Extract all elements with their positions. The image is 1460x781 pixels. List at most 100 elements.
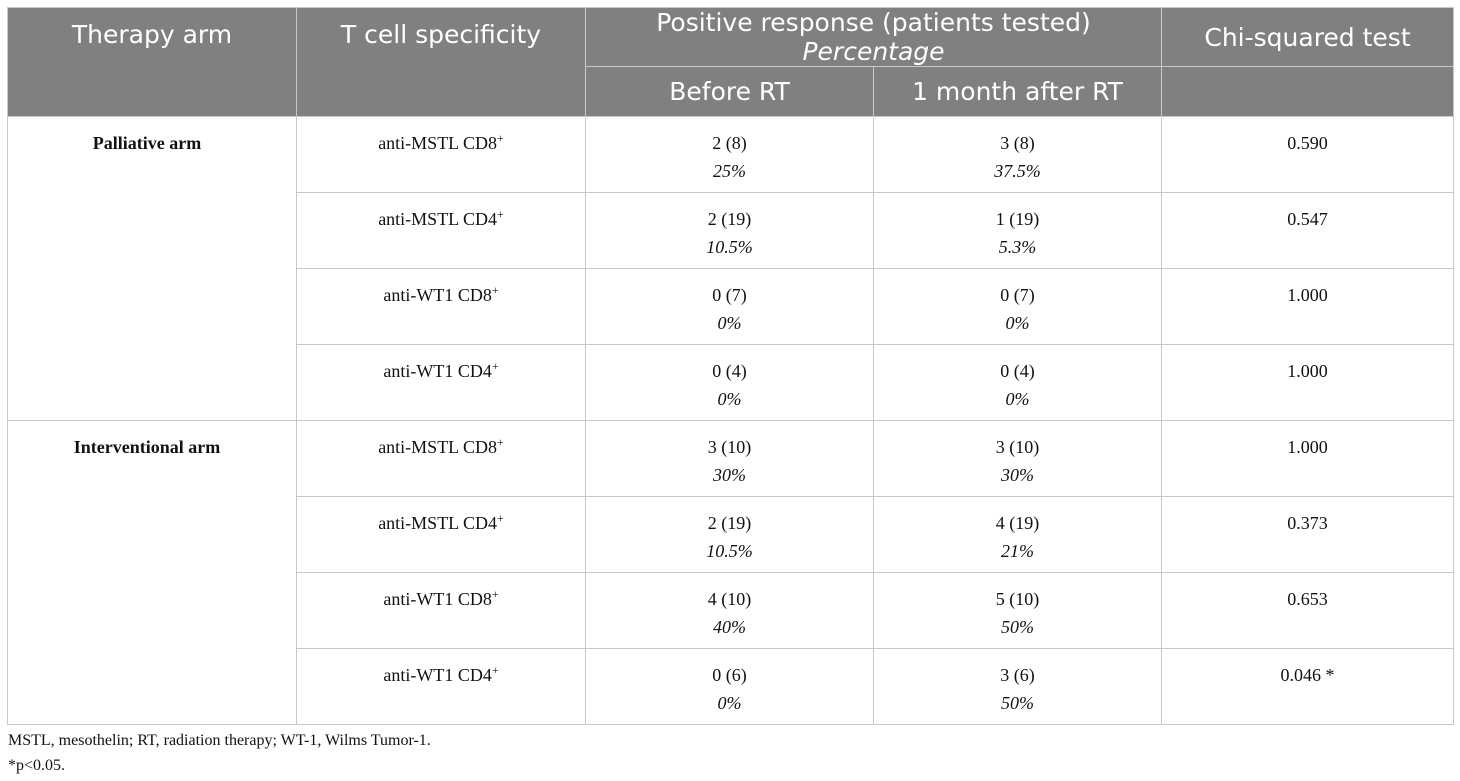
results-table: Therapy arm T cell specificity Positive …	[7, 7, 1455, 725]
specificity-label: anti-WT1 CD8	[383, 285, 492, 305]
specificity-sup: +	[491, 283, 499, 297]
before-rt-cell: 2 (19) 10.5%	[585, 192, 874, 269]
after-count: 3 (8)	[1000, 133, 1035, 153]
before-percentage: 0%	[717, 693, 742, 713]
before-percentage: 30%	[713, 465, 746, 485]
therapy-arm-label: Palliative arm	[92, 133, 202, 153]
table-body: Palliative arm anti-MSTL CD8+ 2 (8) 25% 3 (8…	[7, 116, 1455, 725]
after-percentage: 0%	[1005, 389, 1030, 409]
table-row: Palliative arm anti-MSTL CD8+ 2 (8) 25% 3 (8…	[7, 116, 1455, 421]
chi-squared-value: 1.000	[1287, 437, 1328, 457]
header-therapy-arm: Therapy arm	[7, 7, 297, 117]
specificity-label: anti-WT1 CD8	[383, 589, 492, 609]
chi-squared-value: 0.547	[1287, 209, 1328, 229]
after-percentage: 30%	[1001, 465, 1034, 485]
specificity-sup: +	[497, 207, 504, 221]
therapy-arm-cell: Palliative arm	[7, 116, 297, 421]
chi-squared-cell: 1.000	[1161, 420, 1455, 497]
after-count: 0 (7)	[1000, 285, 1035, 305]
before-percentage: 40%	[713, 617, 746, 637]
table-footnotes: MSTL, mesothelin; RT, radiation therapy;…	[8, 728, 431, 778]
chi-squared-value: 1.000	[1287, 285, 1328, 305]
chi-squared-value: 0.046 *	[1280, 665, 1335, 685]
specificity-sup: +	[491, 359, 499, 373]
chi-squared-cell: 0.653	[1161, 572, 1455, 649]
before-percentage: 10.5%	[706, 237, 753, 257]
specificity-cell: anti-MSTL CD4+	[296, 192, 586, 269]
header-chi-squared: Chi-squared test	[1161, 7, 1455, 67]
specificity-cell: anti-WT1 CD8+	[296, 268, 586, 345]
chi-squared-cell: 1.000	[1161, 344, 1455, 421]
specificity-label: anti-MSTL CD8	[378, 133, 498, 153]
header-chi-empty	[1161, 66, 1455, 117]
specificity-cell: anti-WT1 CD4+	[296, 648, 586, 725]
before-percentage: 0%	[717, 313, 742, 333]
before-count: 0 (4)	[712, 361, 747, 381]
table-row: anti-MSTL CD4+ 2 (19) 10.5% 1 (19) 5.3% 0.547	[8, 192, 1455, 269]
therapy-arm-cell: Interventional arm	[7, 420, 297, 725]
before-rt-cell: 4 (10) 40%	[585, 572, 874, 649]
after-percentage: 50%	[1001, 693, 1034, 713]
table-row: anti-WT1 CD4+ 0 (6) 0% 3 (6) 50% 0.046 *	[8, 648, 1455, 725]
specificity-cell: anti-MSTL CD8+	[296, 420, 586, 497]
before-percentage: 25%	[713, 161, 746, 181]
chi-squared-cell: 0.373	[1161, 496, 1455, 573]
footnote-significance: *p<0.05.	[8, 757, 66, 774]
after-rt-cell: 5 (10) 50%	[872, 572, 1163, 649]
after-count: 1 (19)	[995, 209, 1040, 229]
before-count: 0 (7)	[712, 285, 747, 305]
chi-squared-cell: 0.046 *	[1161, 648, 1455, 725]
before-count: 2 (19)	[707, 513, 752, 533]
specificity-label: anti-MSTL CD4	[378, 513, 498, 533]
specificity-label: anti-WT1 CD4	[383, 665, 492, 685]
after-count: 3 (10)	[995, 437, 1040, 457]
before-percentage: 10.5%	[706, 541, 753, 561]
table-row: anti-WT1 CD8+ 4 (10) 40% 5 (10) 50% 0.653	[8, 572, 1455, 649]
chi-squared-value: 1.000	[1287, 361, 1328, 381]
header-specificity: T cell specificity	[296, 7, 586, 117]
after-rt-cell: 3 (10) 30%	[872, 420, 1163, 497]
after-percentage: 37.5%	[994, 161, 1041, 181]
footnote-abbreviations: MSTL, mesothelin; RT, radiation therapy;…	[8, 732, 431, 749]
specificity-sup: +	[497, 435, 504, 449]
specificity-label: anti-MSTL CD8	[378, 437, 498, 457]
after-rt-cell: 4 (19) 21%	[872, 496, 1163, 573]
specificity-label: anti-WT1 CD4	[383, 361, 492, 381]
header-after-rt: 1 month after RT	[872, 66, 1163, 117]
before-count: 0 (6)	[712, 665, 747, 685]
table-row: Interventional arm anti-MSTL CD8+ 3 (10) 30…	[7, 420, 1455, 725]
specificity-sup: +	[491, 587, 499, 601]
header-response-italic: Percentage	[802, 37, 945, 66]
header-before-rt: Before RT	[585, 66, 874, 117]
before-rt-cell: 3 (10) 30%	[585, 420, 874, 497]
before-count: 2 (19)	[707, 209, 752, 229]
specificity-cell: anti-WT1 CD4+	[296, 344, 586, 421]
header-response-text: Positive response (patients tested)	[656, 8, 1091, 37]
after-percentage: 0%	[1005, 313, 1030, 333]
chi-squared-cell: 1.000	[1161, 268, 1455, 345]
header-row-top: Therapy arm T cell specificity Positive …	[7, 7, 1455, 117]
after-rt-cell: 3 (6) 50%	[872, 648, 1163, 725]
after-count: 5 (10)	[995, 589, 1040, 609]
before-percentage: 0%	[717, 389, 742, 409]
specificity-cell: anti-MSTL CD8+	[296, 116, 586, 193]
after-percentage: 5.3%	[998, 237, 1037, 257]
header-row-sub: Before RT 1 month after RT	[8, 66, 1455, 117]
table-row: anti-WT1 CD8+ 0 (7) 0% 0 (7) 0% 1.000	[8, 268, 1455, 345]
chi-squared-value: 0.373	[1287, 513, 1328, 533]
before-rt-cell: 2 (8) 25%	[585, 116, 874, 193]
before-rt-cell: 2 (19) 10.5%	[585, 496, 874, 573]
after-count: 4 (19)	[995, 513, 1040, 533]
therapy-arm-label: Interventional arm	[73, 437, 221, 457]
chi-squared-cell: 0.590	[1161, 116, 1455, 193]
after-rt-cell: 3 (8) 37.5%	[872, 116, 1163, 193]
table-header: Therapy arm T cell specificity Positive …	[7, 7, 1455, 117]
before-rt-cell: 0 (7) 0%	[585, 268, 874, 345]
specificity-sup: +	[497, 511, 504, 525]
after-count: 0 (4)	[1000, 361, 1035, 381]
chi-squared-value: 0.590	[1287, 133, 1328, 153]
after-count: 3 (6)	[1000, 665, 1035, 685]
specificity-label: anti-MSTL CD4	[378, 209, 498, 229]
table-row: anti-MSTL CD4+ 2 (19) 10.5% 4 (19) 21% 0.373	[8, 496, 1455, 573]
after-percentage: 21%	[1001, 541, 1034, 561]
